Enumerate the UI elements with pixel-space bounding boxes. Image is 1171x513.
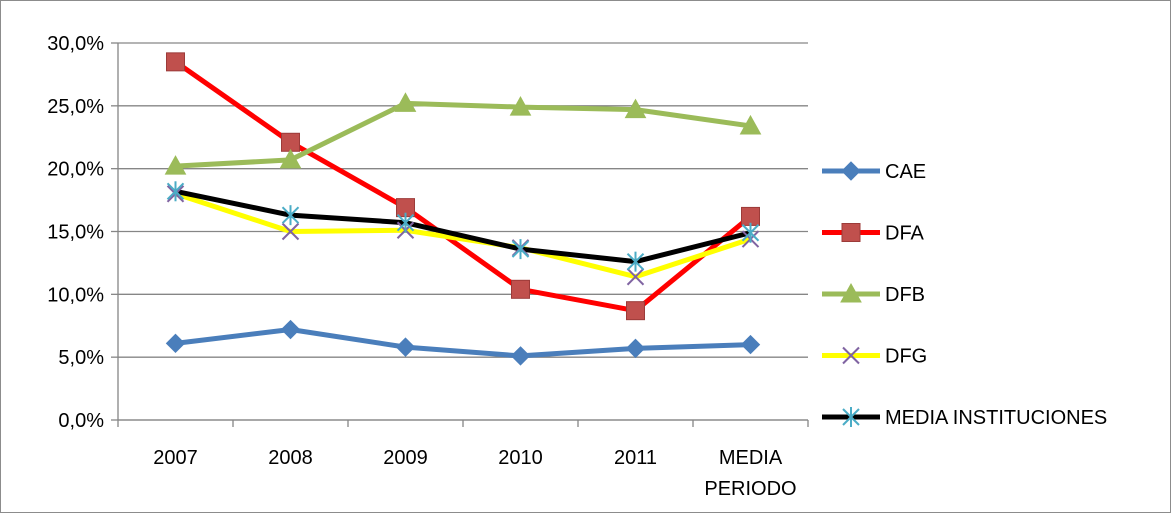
x-tick-label: 2007 <box>153 447 198 469</box>
x-tick-label: 2010 <box>498 447 543 469</box>
data-point-dfg <box>281 222 300 241</box>
y-tick-label: 10,0% <box>47 284 104 306</box>
legend-marker-media-instituciones <box>842 407 860 427</box>
legend-marker-dfb <box>840 282 862 303</box>
x-tick-label: PERIODO <box>704 478 796 500</box>
y-tick-label: 15,0% <box>47 222 104 244</box>
x-tick-label: 2008 <box>268 447 313 469</box>
axes <box>111 42 809 427</box>
gridlines <box>118 42 808 421</box>
data-point-dfa <box>626 301 645 321</box>
data-point-cae <box>510 346 531 366</box>
y-tick-label: 20,0% <box>47 159 104 181</box>
data-point-dfb <box>164 155 187 175</box>
data-point-media-instituciones <box>396 212 415 233</box>
data-point-cae <box>280 319 301 340</box>
legend-marker-dfg <box>842 346 860 365</box>
legend-label-dfb: DFB <box>885 284 925 306</box>
legend-label-dfg: DFG <box>885 346 927 368</box>
x-tick-label: 2009 <box>383 447 428 469</box>
data-point-dfb <box>739 114 762 135</box>
data-point-dfb <box>279 148 302 169</box>
legend-label-dfa: DFA <box>885 223 925 245</box>
data-point-media-instituciones <box>626 251 645 272</box>
y-tick-label: 5,0% <box>58 347 104 369</box>
series-line-cae <box>175 327 751 359</box>
x-tick-label: 2011 <box>614 447 657 469</box>
x-tick-label: MEDIA <box>719 447 783 469</box>
data-point-dfa <box>281 132 300 152</box>
data-point-dfa <box>741 206 760 226</box>
data-point-cae <box>165 333 186 354</box>
data-point-dfb <box>624 98 647 119</box>
y-tick-label: 30,0% <box>47 33 104 55</box>
data-point-dfa <box>511 279 530 299</box>
legend-label-cae: CAE <box>885 161 926 183</box>
y-tick-label: 25,0% <box>47 96 104 118</box>
data-point-media-instituciones <box>511 239 530 260</box>
legend-label-media-instituciones: MEDIA INSTITUCIONES <box>885 407 1107 429</box>
legend: CAE DFA DFB DFG MEDIA INSTITUCIONES <box>822 161 1107 429</box>
data-point-media-instituciones <box>281 205 300 226</box>
data-point-cae <box>740 334 761 355</box>
data-point-dfa <box>166 52 185 72</box>
data-point-media-instituciones <box>741 222 760 243</box>
series-line-dfb <box>175 100 751 169</box>
data-point-media-instituciones <box>166 181 185 202</box>
series-lines <box>174 59 753 359</box>
legend-marker-cae <box>841 161 861 181</box>
data-point-cae <box>395 337 416 357</box>
series-line-dfg <box>174 191 752 280</box>
data-point-dfg <box>626 268 645 286</box>
data-point-cae <box>625 338 646 359</box>
legend-marker-dfa <box>841 223 861 242</box>
x-tick-labels: 2007 2008 2009 2010 2011 MEDIA PERIODO <box>153 447 796 500</box>
y-tick-label: 0,0% <box>58 410 104 432</box>
series-markers <box>164 52 762 366</box>
y-tick-labels: 0,0% 5,0% 10,0% 15,0% 20,0% 25,0% 30,0% <box>47 33 104 432</box>
series-line-media-instituciones <box>174 188 752 265</box>
series-line-dfa <box>174 59 753 314</box>
data-point-dfb <box>394 92 417 112</box>
data-point-dfb <box>509 96 532 116</box>
